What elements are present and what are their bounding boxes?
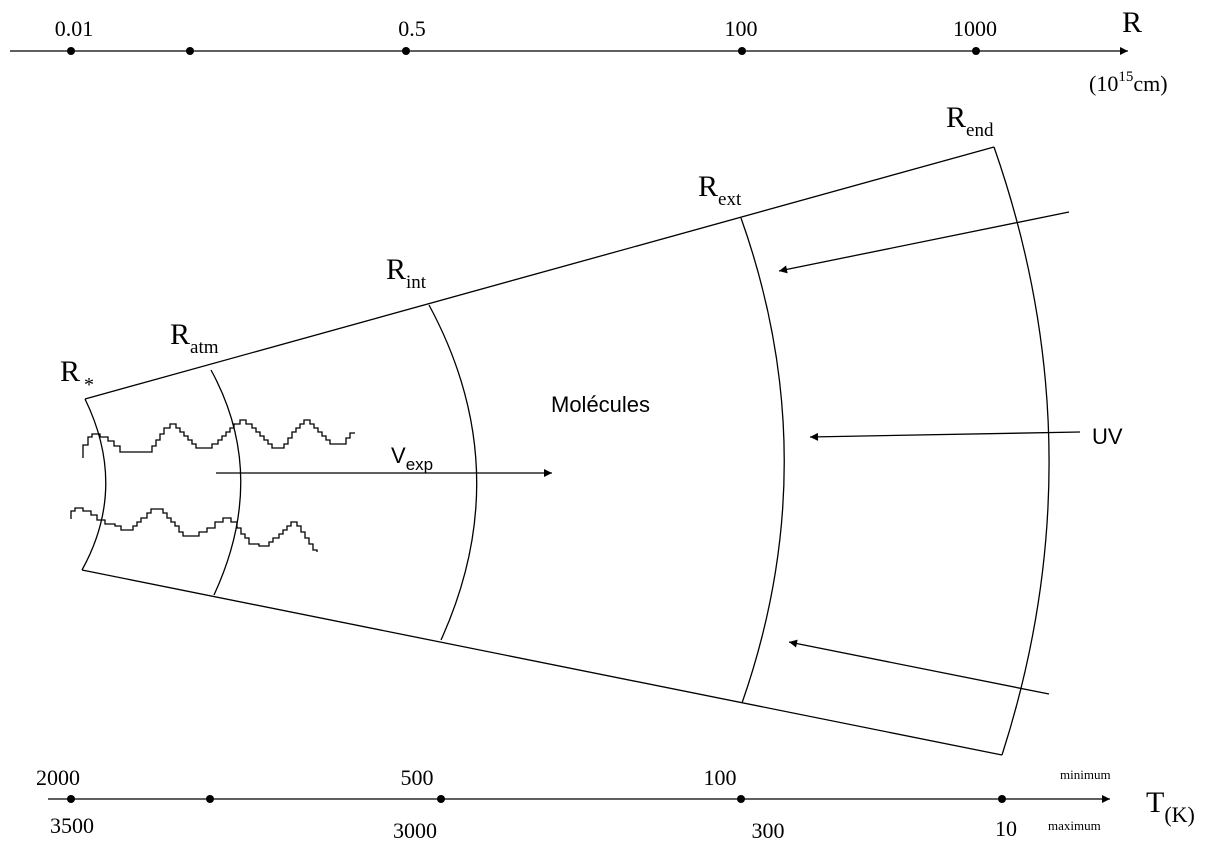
- shell-internal: [428, 304, 478, 641]
- uv-arrow-middle: [809, 431, 1081, 441]
- temperature-axis: 2000 500 100 3500 3000 300 10 minimum ma…: [36, 765, 1195, 843]
- temperature-max-label: 300: [752, 818, 785, 843]
- temperature-max-label: 10: [995, 816, 1017, 841]
- outflow-wave-lower: [70, 507, 318, 552]
- radius-tick-label: 100: [725, 16, 758, 41]
- radius-axis-tick: [186, 47, 194, 55]
- label-r-ext: Rext: [698, 170, 742, 210]
- radius-axis-tick: [972, 47, 980, 55]
- outflow-waves: [70, 419, 355, 552]
- shell-external: [740, 217, 785, 704]
- temperature-axis-tick: [437, 795, 445, 803]
- label-vexp: Vexp: [391, 443, 433, 474]
- shell-atmosphere: [210, 369, 242, 596]
- uv-arrow-upper: [778, 211, 1070, 274]
- radius-axis-tick: [402, 47, 410, 55]
- shell-stellar-surface: [81, 398, 107, 571]
- label-r-end: Rend: [946, 101, 994, 141]
- temperature-min-label: 100: [704, 765, 737, 790]
- radius-axis-tick: [67, 47, 75, 55]
- shell-outer-end: [993, 146, 1050, 756]
- temperature-axis-tick: [737, 795, 745, 803]
- temperature-axis-label: T(K): [1146, 786, 1195, 827]
- temperature-max-label: 3500: [50, 813, 94, 838]
- temperature-min-label: 500: [401, 765, 434, 790]
- temperature-row-min-label: minimum: [1060, 767, 1111, 782]
- uv-arrow-lower: [788, 639, 1050, 695]
- temperature-axis-tick: [206, 795, 214, 803]
- label-molecules: Molécules: [551, 392, 650, 417]
- radius-axis-unit: (1015cm): [1089, 69, 1168, 96]
- radius-tick-label: 1000: [953, 16, 997, 41]
- wedge-upper-edge: [84, 146, 995, 400]
- temperature-axis-tick: [67, 795, 75, 803]
- radius-tick-label: 0.5: [398, 16, 426, 41]
- envelope-wedge: [81, 146, 1050, 756]
- label-r-atm: Ratm: [170, 318, 219, 358]
- label-r-star: R *: [60, 355, 94, 396]
- temperature-axis-tick: [998, 795, 1006, 803]
- outflow-wave-upper: [82, 419, 355, 458]
- label-r-int: Rint: [386, 253, 427, 293]
- wedge-lower-edge: [81, 569, 1003, 756]
- radius-tick-label: 0.01: [55, 16, 94, 41]
- radius-axis-tick: [738, 47, 746, 55]
- radius-axis-symbol: R: [1122, 6, 1142, 39]
- label-uv: UV: [1092, 424, 1123, 449]
- temperature-row-max-label: maximum: [1048, 818, 1101, 833]
- radius-axis: 0.01 0.5 100 1000 R (1015cm): [10, 6, 1168, 96]
- temperature-max-label: 3000: [393, 818, 437, 843]
- temperature-min-label: 2000: [36, 765, 80, 790]
